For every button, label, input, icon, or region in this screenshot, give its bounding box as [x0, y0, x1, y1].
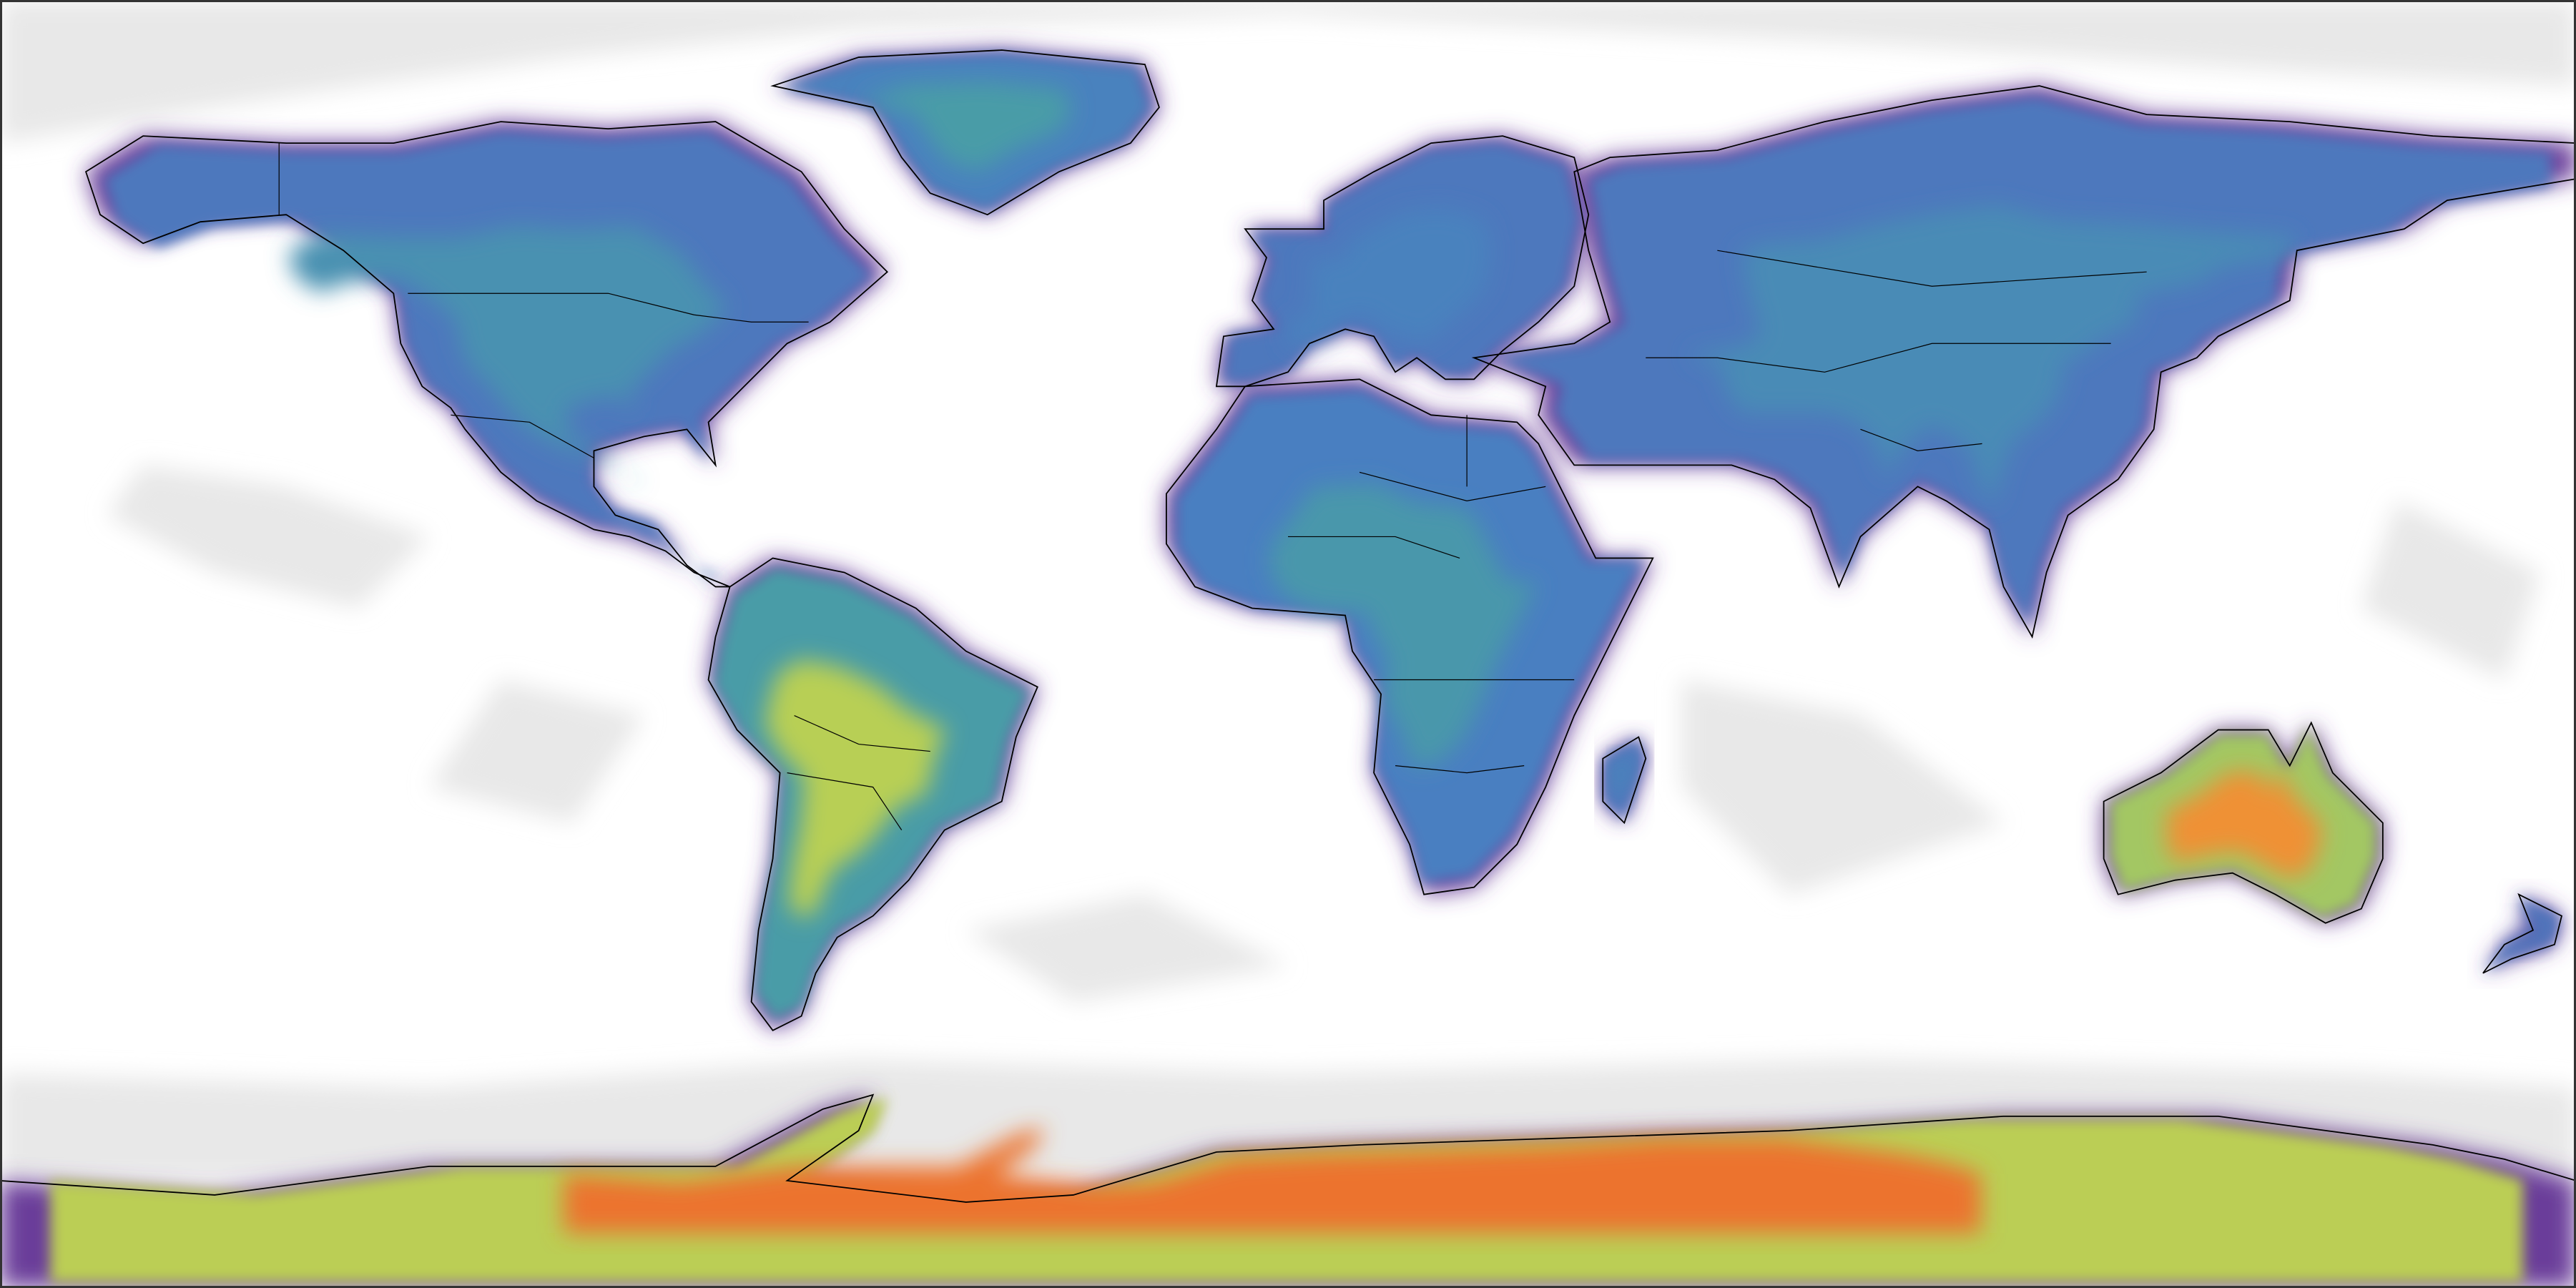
country-border [408, 292, 809, 323]
coastline-layer [0, 49, 2576, 1288]
country-border [1288, 536, 1460, 559]
nodata-patch [107, 465, 430, 609]
australia-core [2166, 768, 2321, 879]
heat-layer-inner [50, 53, 2560, 1283]
africa-coastline [1166, 378, 1654, 895]
north-america-core [287, 226, 729, 482]
country-border [1395, 765, 1525, 774]
europe-core [1287, 208, 1493, 346]
africa-core [1269, 483, 1538, 767]
country-border [451, 414, 594, 458]
greenland-coastline [770, 49, 1160, 216]
nodata-patch [1681, 679, 2004, 895]
madagascar-core [1611, 753, 1634, 800]
europe-coastline [1215, 135, 1590, 388]
nodata-patch [0, 0, 2576, 144]
new-zealand-core [2500, 911, 2545, 955]
country-border [787, 772, 903, 830]
nodata-patch [2361, 501, 2540, 680]
antarctica-core [564, 1126, 1981, 1233]
country-border [1717, 250, 2147, 287]
asia-coastline [1471, 85, 2576, 639]
north-america-coastline [84, 121, 889, 588]
madagascar-coastline [1602, 736, 1647, 825]
greenland-core [860, 82, 1072, 172]
asia-core [1686, 205, 2293, 508]
country-border [1860, 428, 1982, 451]
australia-coastline [2103, 721, 2384, 924]
country-border [1646, 343, 2111, 373]
nodata-patch [429, 679, 644, 823]
antarctica-coastline [0, 1093, 2576, 1288]
new-zealand-coastline [2482, 893, 2563, 974]
nodata-patch [965, 894, 1288, 1002]
country-border [794, 715, 930, 752]
south-america-core [765, 659, 946, 919]
south-america-coastline [707, 557, 1038, 1031]
country-border [1359, 471, 1546, 502]
